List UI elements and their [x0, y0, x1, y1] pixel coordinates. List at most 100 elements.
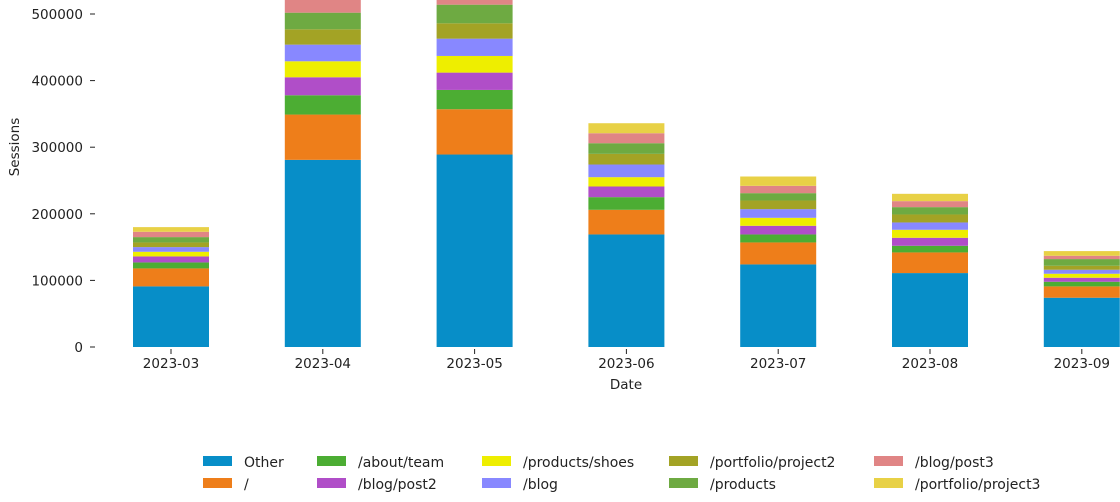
x-tick-label: 2023-08	[902, 356, 958, 372]
bar-segment-0-0	[133, 286, 209, 347]
bar-segment-6-7	[1043, 259, 1120, 266]
legend-label: /products	[710, 477, 776, 493]
bar-segment-2-8	[436, 0, 513, 5]
y-tick-label: 400000	[31, 74, 83, 90]
bar-segment-4-3	[740, 225, 817, 235]
legend-swatch	[669, 456, 698, 466]
bar-segment-0-7	[133, 237, 209, 243]
bar-segment-0-1	[133, 268, 209, 287]
bar-segment-4-8	[740, 185, 817, 194]
legend-label: /blog	[523, 477, 558, 493]
bar-segment-6-2	[1043, 281, 1120, 287]
bar-segment-1-4	[284, 61, 361, 78]
legend-swatch	[482, 456, 511, 466]
bar-segment-5-1	[892, 252, 968, 274]
legend-swatch	[874, 478, 903, 488]
bar-segment-6-3	[1043, 277, 1120, 282]
bar-segment-6-1	[1043, 286, 1120, 298]
legend-label: /blog/post2	[358, 477, 437, 493]
bar-segment-2-0	[436, 154, 513, 347]
legend-swatch	[482, 478, 511, 488]
bar-segment-5-2	[892, 245, 968, 253]
bars-layer	[133, 0, 1120, 347]
bar-segment-3-3	[588, 186, 665, 198]
bar-segment-1-5	[284, 44, 361, 62]
bar-segment-5-7	[892, 207, 968, 215]
bar-segment-1-3	[284, 77, 361, 96]
bar-segment-5-3	[892, 237, 968, 246]
legend-label: /	[244, 477, 249, 493]
legend-label: /about/team	[358, 455, 444, 471]
bar-segment-6-6	[1043, 265, 1120, 270]
bar-segment-6-8	[1043, 255, 1120, 260]
legend-swatch	[669, 478, 698, 488]
bar-segment-4-4	[740, 217, 817, 226]
legend-label: /blog/post3	[915, 455, 994, 471]
bar-segment-6-4	[1043, 273, 1120, 278]
bar-segment-3-2	[588, 197, 665, 210]
y-tick-label: 0	[74, 340, 83, 356]
bar-segment-3-0	[588, 234, 665, 347]
bar-segment-1-1	[284, 114, 361, 160]
legend-swatch	[317, 478, 346, 488]
legend: Other / /about/team/blog/post2/products/sh…	[203, 455, 1040, 493]
bar-segment-6-9	[1043, 251, 1120, 256]
legend-label: /portfolio/project3	[915, 477, 1040, 493]
bar-segment-0-3	[133, 256, 209, 263]
x-tick-label: 2023-05	[446, 356, 502, 372]
legend-swatch	[203, 456, 232, 466]
bar-segment-1-8	[284, 0, 361, 13]
bar-segment-0-8	[133, 231, 209, 238]
x-tick-label: 2023-07	[750, 356, 806, 372]
bar-segment-0-4	[133, 251, 209, 257]
y-axis-title: Sessions	[7, 118, 23, 177]
y-tick-label: 100000	[31, 273, 83, 289]
bar-segment-3-6	[588, 153, 665, 165]
bar-segment-2-1	[436, 109, 513, 155]
bar-segment-1-2	[284, 95, 361, 115]
bar-segment-5-5	[892, 222, 968, 230]
bar-segment-2-3	[436, 72, 513, 90]
x-tick-label: 2023-04	[295, 356, 351, 372]
y-axis: 0 100000 200000 300000 400000 500000	[31, 7, 95, 356]
bar-segment-3-4	[588, 177, 665, 187]
bar-segment-1-6	[284, 29, 361, 45]
legend-label: /products/shoes	[523, 455, 634, 471]
bar-segment-2-5	[436, 38, 513, 56]
bar-segment-3-8	[588, 133, 665, 144]
bar-segment-2-4	[436, 55, 513, 73]
bar-segment-5-0	[892, 273, 968, 347]
bar-segment-4-5	[740, 209, 817, 218]
y-tick-label: 200000	[31, 207, 83, 223]
bar-segment-0-6	[133, 242, 209, 248]
bar-segment-5-9	[892, 193, 968, 202]
y-tick-label: 500000	[31, 7, 83, 23]
bar-segment-4-9	[740, 176, 817, 186]
bar-segment-5-8	[892, 201, 968, 208]
bar-segment-2-2	[436, 89, 513, 110]
bar-segment-3-9	[588, 123, 665, 134]
bar-segment-0-9	[133, 227, 209, 232]
bar-segment-5-4	[892, 229, 968, 238]
legend-label: Other	[244, 455, 284, 471]
x-tick-label: 2023-06	[598, 356, 654, 372]
bar-segment-6-0	[1043, 297, 1120, 347]
bar-segment-4-2	[740, 234, 817, 243]
bar-segment-4-6	[740, 200, 817, 210]
legend-swatch	[317, 456, 346, 466]
x-axis: 2023-03 2023-04 2023-05 2023-06 2023-07 2023-…	[143, 349, 1110, 372]
bar-segment-6-5	[1043, 269, 1120, 274]
bar-segment-3-5	[588, 164, 665, 178]
bar-segment-3-7	[588, 143, 665, 154]
bar-segment-3-1	[588, 209, 665, 235]
x-tick-label: 2023-09	[1054, 356, 1110, 372]
bar-segment-4-0	[740, 264, 817, 347]
bar-segment-0-5	[133, 247, 209, 252]
bar-segment-5-6	[892, 214, 968, 223]
bar-segment-4-7	[740, 193, 817, 201]
bar-segment-1-7	[284, 12, 361, 30]
bar-segment-0-2	[133, 262, 209, 269]
legend-label: /portfolio/project2	[710, 455, 835, 471]
bar-segment-4-1	[740, 242, 817, 265]
